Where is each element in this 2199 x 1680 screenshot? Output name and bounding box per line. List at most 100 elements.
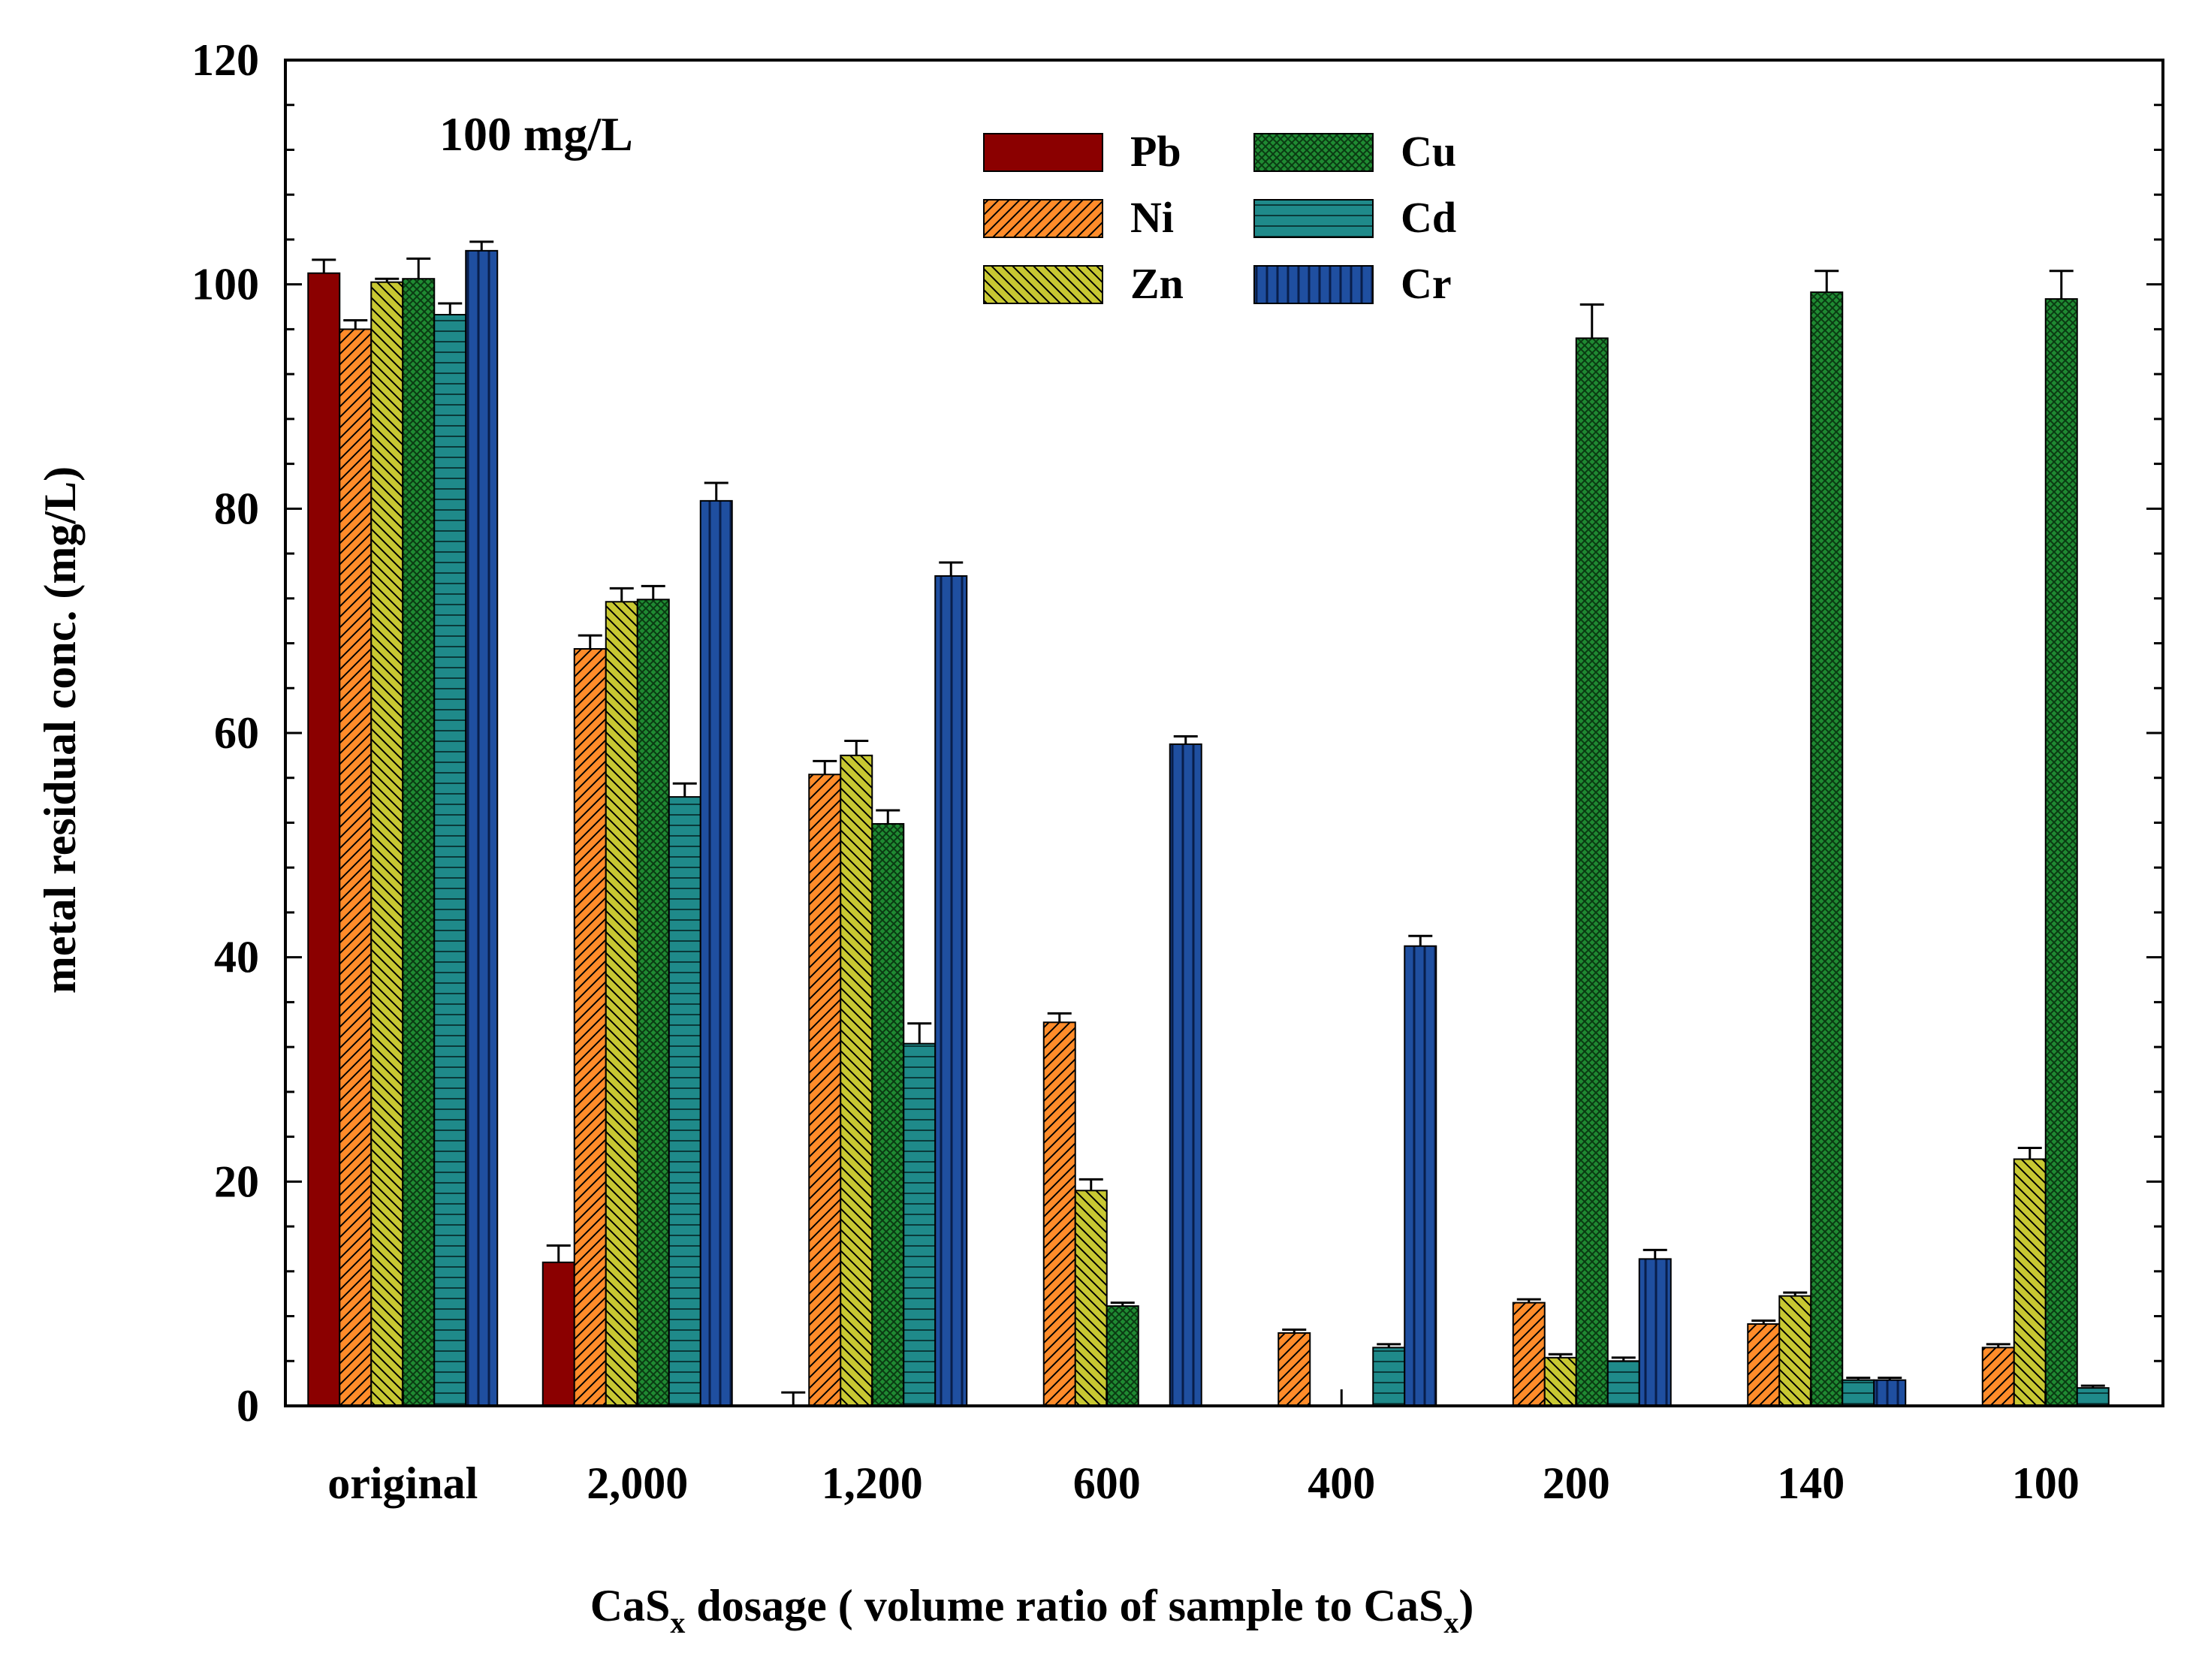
bar-cd-1 [668, 796, 701, 1407]
legend-label-cr: Cr [1401, 259, 1452, 308]
error-bar-cd-1 [672, 782, 697, 798]
bar-cu-5 [1575, 337, 1609, 1407]
error-bar-ni-5 [1516, 1298, 1541, 1303]
error-bar-ni-7 [1986, 1343, 2010, 1348]
bar-cd-6 [1842, 1379, 1875, 1407]
bar-pb-1 [541, 1261, 575, 1407]
legend-swatch-cr [1253, 265, 1374, 304]
bar-zn-5 [1543, 1356, 1577, 1407]
bar-cu-1 [636, 599, 670, 1407]
x-axis-label-part2: dosage ( volume ratio of sample to CaS [685, 1581, 1443, 1630]
error-bar-pb-0 [312, 258, 336, 273]
legend-swatch-pb [983, 133, 1103, 172]
bar-cr-1 [699, 499, 733, 1407]
bar-zn-7 [2013, 1158, 2047, 1407]
error-bars-layer [312, 240, 2105, 1406]
legend-label-zn: Zn [1130, 259, 1184, 308]
error-bar-ni-3 [1047, 1012, 1072, 1023]
bars-layer [307, 249, 2110, 1407]
y-tick-label: 80 [214, 484, 259, 533]
bar-ni-3 [1042, 1021, 1076, 1407]
bar-cu-3 [1106, 1305, 1139, 1407]
error-bar-cr-1 [704, 481, 728, 501]
bar-cu-0 [402, 278, 436, 1407]
error-bar-zn-1 [609, 587, 634, 602]
error-bar-cr-0 [469, 240, 494, 251]
bar-cd-7 [2076, 1387, 2110, 1407]
bar-zn-1 [605, 601, 638, 1407]
legend-label-pb: Pb [1130, 127, 1181, 176]
bar-cd-4 [1372, 1347, 1406, 1407]
bar-ni-7 [1981, 1347, 2015, 1407]
bar-ni-6 [1747, 1323, 1781, 1407]
legend-label-cd: Cd [1401, 193, 1456, 242]
error-bar-cd-5 [1611, 1356, 1636, 1362]
bar-ni-5 [1512, 1301, 1546, 1407]
bar-ni-1 [573, 648, 607, 1407]
error-bar-ni-1 [578, 634, 602, 649]
error-bar-pb-1 [546, 1244, 571, 1262]
bar-cr-4 [1404, 945, 1437, 1407]
bar-cr-0 [465, 249, 499, 1407]
plot-frame [284, 59, 2164, 1407]
bar-cd-2 [903, 1042, 937, 1407]
error-bar-cd-0 [438, 302, 463, 315]
y-tick-label: 0 [237, 1381, 259, 1431]
legend-swatch-cd [1253, 199, 1374, 238]
x-tick-label: 140 [1777, 1458, 1845, 1508]
bar-zn-3 [1074, 1190, 1108, 1407]
x-tick-label: 400 [1308, 1458, 1375, 1508]
bar-cr-3 [1169, 743, 1202, 1407]
x-axis-label-part3: ) [1458, 1581, 1474, 1630]
legend-swatch-ni [983, 199, 1103, 238]
error-bar-cd-4 [1377, 1343, 1401, 1348]
x-tick-label: 200 [1543, 1458, 1610, 1508]
bar-cu-7 [2044, 298, 2078, 1407]
error-bar-zn-0 [375, 277, 400, 282]
chart-title: 100 mg/L [439, 107, 633, 161]
error-bar-cd-6 [1846, 1377, 1871, 1380]
legend-label-ni: Ni [1130, 193, 1174, 242]
error-bar-pb-2 [781, 1391, 806, 1406]
error-bar-cr-4 [1408, 934, 1433, 946]
error-bar-cd-7 [2080, 1384, 2105, 1389]
error-bar-zn-6 [1783, 1291, 1808, 1296]
bar-ni-2 [808, 774, 842, 1407]
error-bar-cu-2 [876, 809, 900, 824]
error-bar-cr-6 [1878, 1377, 1902, 1380]
axes-layer: 0 20 40 60 80 100 120 original 2,000 1,200 600 400 2… [192, 35, 2164, 1508]
bar-cr-2 [934, 575, 968, 1407]
x-axis-label-sub1: x [670, 1606, 685, 1639]
error-bar-zn-2 [844, 739, 869, 756]
bar-cu-6 [1810, 291, 1844, 1407]
error-bar-ni-4 [1282, 1328, 1307, 1333]
y-tick-label: 60 [214, 708, 259, 758]
x-tick-label: 100 [2012, 1458, 2080, 1508]
error-bar-cr-2 [939, 561, 964, 576]
error-bar-ni-0 [343, 318, 368, 330]
x-tick-label: 2,000 [587, 1458, 688, 1508]
bar-ni-0 [339, 328, 373, 1407]
error-bar-cu-0 [406, 257, 431, 279]
bar-pb-0 [307, 272, 341, 1407]
error-bar-cu-6 [1814, 270, 1839, 293]
bar-zn-6 [1778, 1295, 1812, 1407]
error-bar-ni-2 [813, 759, 837, 775]
x-axis-label-part1: CaS [590, 1581, 671, 1630]
bar-zn-0 [370, 281, 404, 1407]
x-tick-label: 600 [1073, 1458, 1141, 1508]
error-bar-cu-3 [1110, 1301, 1135, 1307]
y-tick-label: 40 [214, 933, 259, 982]
legend-label-cu: Cu [1401, 127, 1456, 176]
x-axis-label-sub2: x [1443, 1606, 1458, 1639]
y-tick-label: 20 [214, 1157, 259, 1206]
error-bar-ni-6 [1751, 1320, 1776, 1324]
error-bar-zn-3 [1078, 1178, 1103, 1191]
y-tick-label: 120 [192, 35, 259, 85]
legend-swatch-cu [1253, 133, 1374, 172]
y-axis-label: metal residual conc. (mg/L) [35, 466, 85, 994]
error-bar-cr-5 [1642, 1248, 1667, 1259]
bar-cr-5 [1638, 1258, 1672, 1407]
